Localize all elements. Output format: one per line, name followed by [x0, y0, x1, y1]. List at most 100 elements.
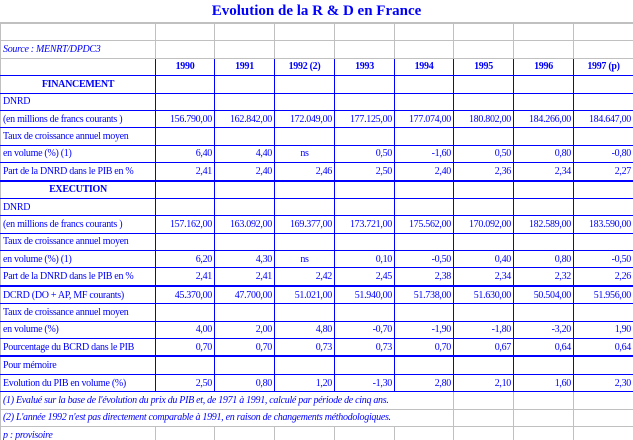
header-corner[interactable] — [0, 57, 156, 77]
value-cell[interactable]: 0,80 — [214, 373, 275, 393]
value-cell[interactable]: 1,90 — [573, 320, 633, 340]
source-label[interactable]: Source : MENRT/DPDC3 — [0, 40, 156, 59]
value-cell[interactable]: 2,40 — [394, 162, 454, 182]
value-cell[interactable] — [155, 75, 215, 94]
cell[interactable] — [214, 40, 275, 59]
value-cell[interactable]: -0,70 — [334, 320, 395, 340]
cell[interactable] — [513, 425, 574, 440]
value-cell[interactable] — [274, 92, 335, 111]
value-cell[interactable]: 2,32 — [513, 267, 574, 287]
value-cell[interactable]: -1,30 — [334, 373, 395, 393]
cell[interactable] — [513, 40, 574, 59]
section-heading[interactable]: EXECUTION — [0, 179, 156, 199]
cell[interactable] — [334, 425, 395, 440]
cell[interactable] — [334, 22, 395, 42]
value-cell[interactable]: 177.074,00 — [394, 109, 454, 129]
cell[interactable] — [513, 408, 574, 427]
value-cell[interactable] — [573, 127, 633, 146]
value-cell[interactable] — [394, 179, 454, 199]
value-cell[interactable]: 45.370,00 — [155, 284, 215, 305]
cell[interactable] — [274, 22, 335, 42]
footnote[interactable]: (2) L'année 1992 n'est pas directement c… — [0, 408, 454, 427]
value-cell[interactable] — [334, 92, 395, 111]
value-cell[interactable]: 2,50 — [334, 162, 395, 182]
value-cell[interactable] — [394, 92, 454, 111]
row-label[interactable]: Taux de croissance annuel moyen — [0, 303, 156, 322]
value-cell[interactable] — [155, 303, 215, 322]
cell[interactable] — [453, 40, 514, 59]
cell[interactable] — [334, 40, 395, 59]
value-cell[interactable]: 0,64 — [513, 338, 574, 357]
cell[interactable] — [573, 408, 633, 427]
value-cell[interactable] — [334, 197, 395, 217]
value-cell[interactable] — [334, 179, 395, 199]
value-cell[interactable]: 2,45 — [334, 267, 395, 287]
value-cell[interactable]: 1,60 — [513, 373, 574, 393]
value-cell[interactable] — [453, 197, 514, 217]
cell[interactable] — [394, 40, 454, 59]
value-cell[interactable]: 183.590,00 — [573, 215, 633, 234]
value-cell[interactable]: 4,40 — [214, 144, 275, 164]
row-label[interactable]: Part de la DNRD dans le PIB en % — [0, 267, 156, 287]
value-cell[interactable]: 2,27 — [573, 162, 633, 182]
value-cell[interactable]: -0,80 — [573, 144, 633, 164]
value-cell[interactable]: 2,46 — [274, 162, 335, 182]
value-cell[interactable] — [274, 303, 335, 322]
value-cell[interactable]: 51.956,00 — [573, 284, 633, 305]
row-label[interactable]: Evolution du PIB en volume (%) — [0, 373, 156, 393]
value-cell[interactable] — [394, 303, 454, 322]
value-cell[interactable]: 4,80 — [274, 320, 335, 340]
cell[interactable] — [274, 40, 335, 59]
value-cell[interactable] — [573, 92, 633, 111]
value-cell[interactable] — [573, 355, 633, 375]
value-cell[interactable]: 0,40 — [453, 250, 514, 269]
value-cell[interactable]: 2,41 — [214, 267, 275, 287]
value-cell[interactable]: 157.162,00 — [155, 215, 215, 234]
value-cell[interactable]: 172.049,00 — [274, 109, 335, 129]
year-header[interactable]: 1990 — [155, 57, 215, 77]
value-cell[interactable]: -1,60 — [394, 144, 454, 164]
value-cell[interactable]: 6,40 — [155, 144, 215, 164]
value-cell[interactable] — [334, 355, 395, 375]
row-label[interactable]: en volume (%) — [0, 320, 156, 340]
value-cell[interactable] — [394, 127, 454, 146]
value-cell[interactable] — [214, 92, 275, 111]
provisoire-note[interactable]: p : provisoire — [0, 425, 156, 440]
value-cell[interactable] — [214, 355, 275, 375]
cell[interactable] — [573, 391, 633, 410]
value-cell[interactable]: 2,50 — [155, 373, 215, 393]
value-cell[interactable]: 51.630,00 — [453, 284, 514, 305]
value-cell[interactable]: 0,70 — [155, 338, 215, 357]
value-cell[interactable] — [513, 303, 574, 322]
cell[interactable] — [513, 22, 574, 42]
cell[interactable] — [453, 408, 514, 427]
year-header[interactable]: 1993 — [334, 57, 395, 77]
value-cell[interactable]: 51.940,00 — [334, 284, 395, 305]
value-cell[interactable]: 51.738,00 — [394, 284, 454, 305]
value-cell[interactable] — [513, 197, 574, 217]
value-cell[interactable]: -1,80 — [453, 320, 514, 340]
value-cell[interactable] — [334, 127, 395, 146]
value-cell[interactable]: -0,50 — [394, 250, 454, 269]
value-cell[interactable]: 0,80 — [513, 144, 574, 164]
cell[interactable] — [453, 22, 514, 42]
value-cell[interactable]: 0,64 — [573, 338, 633, 357]
year-header[interactable]: 1991 — [214, 57, 275, 77]
value-cell[interactable]: 2,80 — [394, 373, 454, 393]
value-cell[interactable]: 51.021,00 — [274, 284, 335, 305]
value-cell[interactable] — [155, 197, 215, 217]
cell[interactable] — [0, 22, 156, 42]
value-cell[interactable]: 0,50 — [334, 144, 395, 164]
value-cell[interactable]: 184.647,00 — [573, 109, 633, 129]
cell[interactable] — [214, 22, 275, 42]
value-cell[interactable] — [573, 179, 633, 199]
value-cell[interactable] — [155, 232, 215, 252]
row-label[interactable]: Taux de croissance annuel moyen — [0, 232, 156, 252]
value-cell[interactable]: 2,34 — [453, 267, 514, 287]
row-label[interactable]: (en millions de francs courants ) — [0, 109, 156, 129]
value-cell[interactable]: 2,38 — [394, 267, 454, 287]
cell[interactable] — [573, 425, 633, 440]
value-cell[interactable] — [453, 127, 514, 146]
value-cell[interactable]: 1,20 — [274, 373, 335, 393]
value-cell[interactable] — [573, 303, 633, 322]
